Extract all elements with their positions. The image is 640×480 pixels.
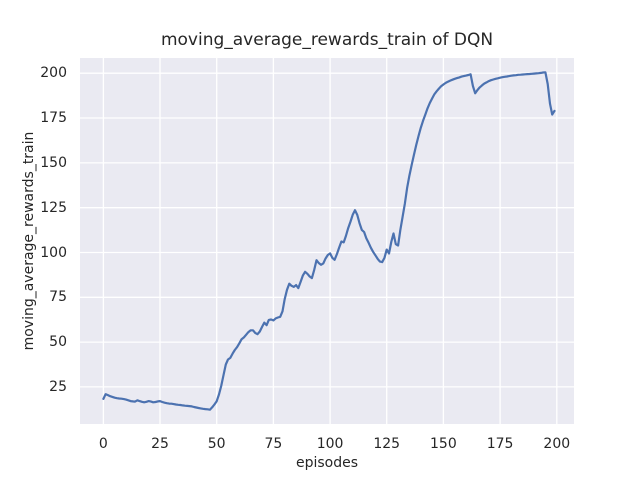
x-tick-label: 150: [430, 436, 457, 452]
x-tick-label: 0: [98, 436, 108, 452]
chart-title: moving_average_rewards_train of DQN: [160, 30, 494, 50]
x-tick-label: 200: [543, 436, 571, 452]
x-axis-label: episodes: [295, 455, 359, 471]
y-tick-label: 75: [49, 289, 67, 306]
y-tick-label: 100: [40, 244, 67, 261]
x-tick-label: 75: [264, 436, 283, 452]
y-tick-label: 25: [49, 378, 67, 395]
series-line: [102, 71, 556, 411]
y-tick-label: 175: [40, 110, 67, 126]
line-chart-svg: [80, 58, 574, 424]
x-tick-label: 50: [207, 436, 226, 452]
plot-area: [80, 58, 574, 424]
y-tick-label: 200: [40, 65, 67, 82]
y-tick-label: 150: [40, 154, 67, 171]
y-tick-label: 50: [49, 334, 67, 351]
x-tick-label: 125: [373, 436, 401, 452]
y-tick-label: 125: [40, 199, 67, 216]
x-tick-label: 100: [316, 436, 344, 452]
x-tick-label: 175: [486, 436, 514, 452]
x-tick-label: 25: [151, 436, 169, 452]
